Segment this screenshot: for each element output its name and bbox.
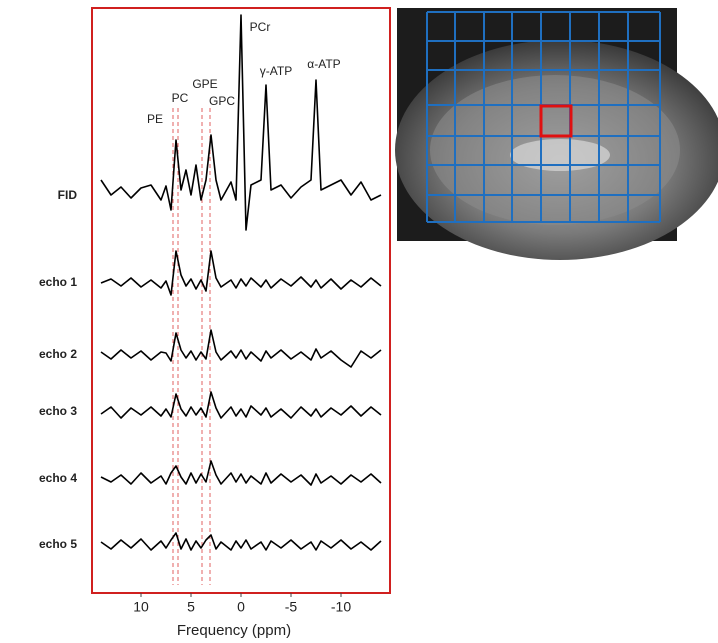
peak-label: γ-ATP [260, 64, 292, 78]
series-label: echo 4 [39, 471, 77, 485]
peak-label: GPE [192, 77, 217, 91]
spectrum [100, 460, 382, 486]
peak-label: PE [147, 112, 163, 126]
x-tick-label: 5 [187, 599, 195, 615]
x-tick-label: 10 [133, 599, 149, 615]
corpus-callosum [510, 139, 610, 171]
x-axis-label: Frequency (ppm) [177, 622, 291, 639]
voxel-grid [426, 11, 661, 223]
spectrum [100, 391, 382, 419]
spectrum [100, 250, 382, 296]
x-tick-label: -5 [285, 599, 298, 615]
peak-label: PC [172, 91, 189, 105]
peak-label: PCr [250, 20, 271, 34]
series-label: echo 3 [39, 404, 77, 418]
series-label: echo 5 [39, 537, 77, 551]
x-tick-label: 0 [237, 599, 245, 615]
plot-frame [91, 7, 391, 594]
spectrum [100, 532, 382, 551]
series-label: echo 2 [39, 347, 77, 361]
peak-label: GPC [209, 94, 235, 108]
mri-image [395, 8, 718, 260]
spectrum [100, 14, 382, 231]
selected-voxel [539, 104, 573, 138]
spectrum [100, 329, 382, 368]
series-label: echo 1 [39, 275, 77, 289]
series-label: FID [58, 188, 78, 202]
peak-label: α-ATP [307, 57, 340, 71]
x-tick-label: -10 [331, 599, 351, 615]
